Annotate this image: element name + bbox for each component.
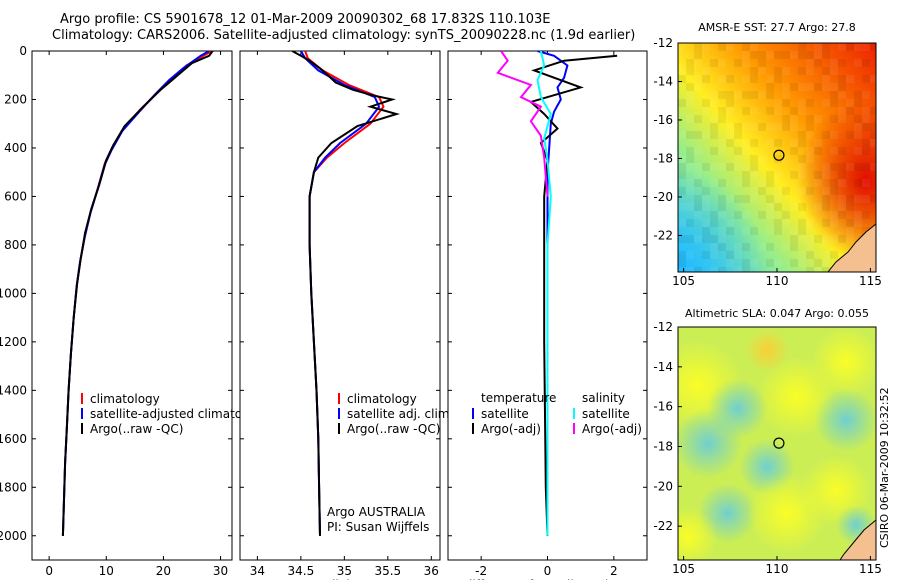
legend-label: Argo(-adj) bbox=[582, 422, 642, 436]
figure-title: Argo profile: CS 5901678_12 01-Mar-2009 … bbox=[60, 12, 551, 27]
y-tick-label: -22 bbox=[653, 519, 673, 533]
legend-label: satellite-adjusted climatology bbox=[90, 407, 268, 421]
y-tick-label: -20 bbox=[653, 190, 673, 204]
y-tick-label: -18 bbox=[653, 151, 673, 165]
y-tick-label: 200 bbox=[4, 92, 27, 106]
argo-position-marker bbox=[773, 149, 785, 161]
x-tick-label: 115 bbox=[859, 274, 882, 288]
legend-header: salinity bbox=[582, 391, 625, 405]
series-line-temperature-argo-adj- bbox=[528, 54, 618, 536]
y-tick-label: 1600 bbox=[0, 432, 27, 446]
sst-cold-region bbox=[678, 43, 876, 272]
legend-label: Argo(..raw -QC) bbox=[347, 422, 440, 436]
y-tick-label: 600 bbox=[4, 189, 27, 203]
legend-label: Argo(-adj) bbox=[481, 422, 541, 436]
difference-xlabel: difference from climatology bbox=[465, 578, 631, 580]
y-tick-label: -14 bbox=[653, 74, 673, 88]
y-tick-label: 400 bbox=[4, 141, 27, 155]
y-tick-label: -20 bbox=[653, 479, 673, 493]
legend-label: Argo(..raw -QC) bbox=[90, 422, 183, 436]
annotation-text: Argo AUSTRALIA bbox=[327, 505, 426, 519]
x-tick-label: 34 bbox=[250, 564, 265, 578]
y-tick-label: -16 bbox=[653, 400, 673, 414]
y-tick-label: 0 bbox=[19, 44, 27, 58]
temperature-panel: 0 200 400 600 800 1000 1200 1400 1600 1800 2000 0 10… bbox=[0, 44, 268, 580]
salinity-panel: 34 34.5 35 35.5 36 salinity climatologysatelli… bbox=[239, 50, 453, 580]
series-line-temperature-satellite bbox=[537, 51, 569, 536]
x-tick-label: 30 bbox=[213, 564, 228, 578]
annotation-text: PI: Susan Wijffels bbox=[327, 520, 429, 534]
y-tick-label: -12 bbox=[653, 36, 673, 50]
x-tick-label: 10 bbox=[99, 564, 114, 578]
salinity-xlabel: salinity bbox=[318, 578, 361, 580]
sla-map-title: Altimetric SLA: 0.047 Argo: 0.055 bbox=[685, 307, 869, 320]
y-tick-label: 2000 bbox=[0, 529, 27, 543]
legend-label: climatology bbox=[90, 392, 160, 406]
series-line-argo-raw-qc- bbox=[291, 51, 401, 536]
legend-header: temperature bbox=[481, 391, 556, 405]
legend-label: satellite bbox=[582, 407, 630, 421]
series-line-argo-raw-qc- bbox=[61, 51, 214, 536]
figure-subtitle: Climatology: CARS2006. Satellite-adjuste… bbox=[52, 28, 636, 43]
y-tick-label: -16 bbox=[653, 113, 673, 127]
y-tick-label: 1200 bbox=[0, 335, 27, 349]
salinity-axes-box bbox=[239, 50, 441, 561]
x-tick-label: 0 bbox=[544, 564, 552, 578]
y-tick-label: 1400 bbox=[0, 383, 27, 397]
x-tick-label: 35 bbox=[337, 564, 352, 578]
difference-panel: -2 0 2difference from climatology temperatu… bbox=[447, 50, 648, 580]
y-tick-label: 1000 bbox=[0, 286, 27, 300]
legend-label: satellite adj. clim. bbox=[347, 407, 453, 421]
y-tick-label: 1800 bbox=[0, 480, 27, 494]
x-tick-label: -2 bbox=[475, 564, 487, 578]
y-tick-label: -12 bbox=[653, 320, 673, 334]
x-tick-label: 110 bbox=[766, 274, 789, 288]
x-tick-label: 105 bbox=[672, 274, 695, 288]
sla-anomalies bbox=[678, 327, 876, 560]
x-tick-label: 0 bbox=[45, 564, 53, 578]
x-tick-label: 36 bbox=[424, 564, 439, 578]
sst-map-title: AMSR-E SST: 27.7 Argo: 27.8 bbox=[698, 21, 856, 34]
temperature-xlabel: temperature bbox=[94, 578, 169, 580]
x-tick-label: 115 bbox=[859, 562, 882, 576]
y-tick-label: -22 bbox=[653, 228, 673, 242]
x-tick-label: 34.5 bbox=[288, 564, 315, 578]
series-line-salinity-satellite bbox=[536, 51, 552, 536]
series-line-salinity-argo-adj- bbox=[496, 51, 549, 197]
argo-position-marker bbox=[773, 437, 785, 449]
x-tick-label: 35.5 bbox=[374, 564, 401, 578]
sst-map-panel: AMSR-E SST: 27.7 Argo: 27.8 -22 -20 -18 -16 -… bbox=[653, 21, 881, 288]
y-tick-label: -18 bbox=[653, 439, 673, 453]
temperature-axes-box bbox=[31, 50, 233, 561]
x-tick-label: 20 bbox=[156, 564, 171, 578]
sst-pixel-texture bbox=[678, 43, 876, 272]
sla-map-panel: Altimetric SLA: 0.047 Argo: 0.055 -22 -20 -… bbox=[653, 307, 882, 576]
legend-label: climatology bbox=[347, 392, 417, 406]
x-tick-label: 105 bbox=[672, 562, 695, 576]
y-tick-label: -14 bbox=[653, 360, 673, 374]
x-tick-label: 110 bbox=[766, 562, 789, 576]
credit-label: CSIRO 06-Mar-2009 10:32:52 bbox=[878, 387, 891, 548]
x-tick-label: 2 bbox=[610, 564, 618, 578]
legend-label: satellite bbox=[481, 407, 529, 421]
y-tick-label: 800 bbox=[4, 238, 27, 252]
